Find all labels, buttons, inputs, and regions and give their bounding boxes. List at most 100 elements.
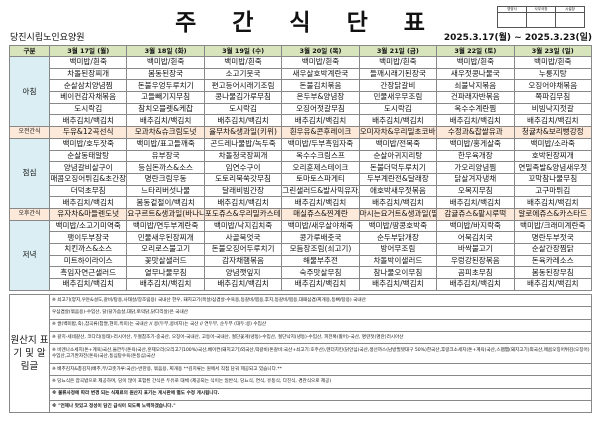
menu-item: 백미밥/흰죽 [48, 56, 128, 69]
menu-item: 봄동겉절이/백김치 [126, 196, 205, 209]
day-header: 3월 17일 (월) [48, 45, 128, 57]
menu-item: 꽃맛살샐러드 [126, 254, 205, 268]
note-line: ※ 쌀(백미밥,죽),잡곡류(찹쌀,현미,흑미)는 국내산 // 콩(두부,콩비… [49, 318, 592, 332]
menu-item: 옥수수계란찜 [436, 102, 515, 116]
menu-item: 두유&12곡선식 [48, 126, 128, 139]
organization-name: 당진시립노인요양원 [10, 33, 85, 43]
menu-item: 배추김치/백김치 [203, 196, 283, 209]
menu-item: 오리훈제스테이크 [281, 161, 360, 174]
menu-item: 백미밥/흰죽 [281, 56, 360, 69]
menu-item: 배추김치/백김치 [436, 196, 515, 209]
menu-item: 모과차&슈크림도넛 [126, 126, 205, 139]
menu-item: 알로에쥬스&카스타드 [513, 207, 593, 221]
menu-item: 배추김치/백김치 [48, 278, 128, 291]
note-line: ※ "언제나 맛있고 정성이 담긴 급식이 되도록 노력하겠습니다." [49, 400, 592, 414]
menu-item: 콩가루배춧국 [281, 231, 360, 244]
menu-item: 백미밥/흰죽 [203, 56, 283, 69]
menu-item: 치킨까스&소스 [48, 243, 128, 256]
menu-item: 참치오믈렛&케찹 [126, 102, 205, 116]
day-header: 3월 18일 (화) [126, 45, 205, 57]
menu-item: 임연수구이 [203, 161, 283, 174]
menu-period: 2025.3.17(월) ~ 2025.3.23(일) [443, 33, 592, 43]
menu-item: 소고기뭇국 [203, 67, 283, 81]
menu-item: 어묵김치국 [436, 231, 515, 244]
menu-item: 유자차&마들렌도넛 [48, 207, 128, 221]
menu-item: 두부계란전&달래장 [358, 172, 438, 186]
menu-item: 배추김치/백김치 [436, 278, 515, 291]
breakfast-row: 순살삼치양념찜 돈불우엉두루치기 편고등어시래기조림 돈불김치볶음 간장닭갈비 쇠불낙지볶… [10, 79, 593, 93]
menu-item: 백미밥/새우살야채죽 [281, 219, 360, 233]
menu-item: 곤드레나물밥/녹두죽 [203, 137, 283, 151]
day-header: 3월 22일 (토) [436, 45, 515, 57]
menu-item: 배추김치/백김치 [126, 278, 205, 291]
menu-item: 백미밥/바지락죽 [436, 219, 515, 233]
dinner-row: 흑임자연근샐러드 열무나물무침 양념깻잎지 숙주맛살무침 참나물오이무침 곰피초무침 봄동된… [10, 266, 593, 280]
menu-item: 고들빼기지무침 [126, 91, 205, 104]
menu-item: 사골북엇국 [203, 231, 283, 244]
lunch-row: 배추김치/백김치 봄동겉절이/백김치 배추김치/백김치 배추김치/백김치 배추김치/백김… [10, 196, 593, 209]
menu-item: 돈불오징어두루치기 [203, 243, 283, 256]
menu-item: 배추김치/백김치 [203, 278, 283, 291]
menu-item: 양념깻잎지 [203, 266, 283, 280]
menu-item: 명란크림우동 [126, 172, 205, 186]
menu-item: 감귤쥬스&팥시루떡 [436, 207, 515, 221]
menu-item: 명란두부젓국 [513, 231, 593, 244]
menu-item: 달래비빔간장 [203, 184, 283, 198]
menu-item: 방어무조림 [358, 243, 438, 256]
note-line: ※ 배추김치&총김치(배추,무/고춧가루:국산)-반찬용, 볶음용, 찌개용 *… [49, 363, 592, 377]
menu-item: 포도쥬스&우리밀카스테라 [203, 207, 283, 221]
menu-item: 콩나물김가루무침 [203, 91, 283, 104]
menu-item: 배추김치/백김치 [513, 114, 593, 128]
menu-item: 해물부추전 [281, 254, 360, 268]
menu-item: 마시는요거트&생과일(딸기) [358, 207, 438, 221]
menu-item: 백미밥/표고들깨죽 [126, 137, 205, 151]
menu-item: 팽이두부장국 [48, 231, 128, 244]
note-line: ※ 비엔나소세지(돈+계육)국산,들깐두(돈육)국산,훈제오리(오리고기100%… [49, 343, 592, 365]
menu-item: 오징어야채볶음 [513, 79, 593, 93]
note-line: ※ 물류사정에 따라 변경 되는 식재료의 원산지 표기는 게시판에 별도 수정… [49, 387, 592, 402]
menu-item: 닭살겨자냉채 [436, 172, 515, 186]
menu-item: 봄동된장국 [126, 67, 205, 81]
menu-item: 열무나물무침 [126, 266, 205, 280]
dinner-row: 저녁 백미밥/소고기미역죽 백미밥/연두부계란죽 백미밥/낙지김치죽 백미밥/새우살야채… [9, 219, 593, 291]
menu-item: 누룽지탕 [513, 67, 593, 81]
origin-notes-table: 원산지 표기 및 알림글 ※ 쇠고기(양지,우둔&설도,갈비/탕용,사태살/장조림… [9, 293, 592, 414]
menu-item: 감자채햄볶음 [203, 254, 283, 268]
page-title: 주 간 식 단 표 [175, 10, 439, 36]
day-header: 3월 19일 (수) [203, 45, 283, 57]
menu-item: 백미밥/크래미계란죽 [513, 219, 593, 233]
lunch-row: 점심 백미밥/호두잣죽 백미밥/표고들깨죽 곤드레나물밥/녹두죽 백미밥/두부흑임자죽 백… [9, 137, 593, 209]
breakfast-row: 차돌된장찌개 봄동된장국 소고기뭇국 새우살호박계란국 들깨시래기된장국 새우젓콩나물국 누… [10, 67, 593, 81]
weekly-menu-table: 구분 3월 17일 (월) 3월 18일 (화) 3월 19일 (수) 3월 20일 (… [9, 45, 593, 291]
lunch-row: 더덕초무침느타리버섯나물달래비빔간장그린샐러드&발사믹유자드레싱애호박새우젓볶음… [10, 184, 593, 198]
menu-item: 더덕초무침 [48, 184, 128, 198]
menu-item: 백미밥/소라죽 [513, 137, 593, 151]
menu-item: 청귤차&보리뻥강정 [513, 126, 593, 139]
menu-item: 배추김치/백김치 [358, 278, 438, 291]
menu-item: 바싹불고기 [436, 243, 515, 256]
note-line: ※ 갈치-세네갈산, 코다리(동태)-러시아산, 두절참조기-중국산, 오징어-… [49, 330, 592, 345]
menu-item: 돈육카레소스 [513, 254, 593, 268]
menu-item: 수정과&찹쌀유과 [436, 126, 515, 139]
menu-item: 오리로스불고기 [126, 243, 205, 256]
menu-item: 유부장국 [126, 149, 205, 163]
menu-item: 흰우유&콘후레이크 [281, 126, 360, 139]
menu-item: 백미밥/흰죽 [436, 56, 515, 69]
menu-item: 배추김치/백김치 [513, 196, 593, 209]
menu-item: 옥수수크림스프 [281, 149, 360, 163]
menu-item: 새우살호박계란국 [281, 67, 360, 81]
am_snack-label: 오전간식 [9, 126, 50, 139]
menu-item: 백미밥/땅콩호박죽 [358, 219, 438, 233]
pm_snack-row: 오후간식 유자차&마들렌도넛 요구르트&생과일(바나나) 포도쥬스&우리밀카스테라 매실… [9, 207, 593, 221]
lunch-row: 순살동태알탕 유부장국 차돌청국장찌개 옥수수크림스프 순살아귀지리탕 한우육개장 호박된장… [10, 149, 593, 163]
menu-item: 온두부&양념장 [281, 91, 360, 104]
menu-item: 배추김치/백김치 [281, 278, 360, 291]
menu-item: 백미밥/흰죽 [126, 56, 205, 69]
menu-item: 베이컨감자채볶음 [48, 91, 128, 104]
menu-item: 도시락김 [358, 102, 438, 116]
day-header: 3월 21일 (금) [358, 45, 438, 57]
menu-item: 백미밥/호두잣죽 [48, 137, 128, 151]
menu-item: 민물새우무조림 [358, 91, 438, 104]
menu-item: 배추김치/백김치 [281, 114, 360, 128]
day-header: 3월 20일 (목) [281, 45, 360, 57]
